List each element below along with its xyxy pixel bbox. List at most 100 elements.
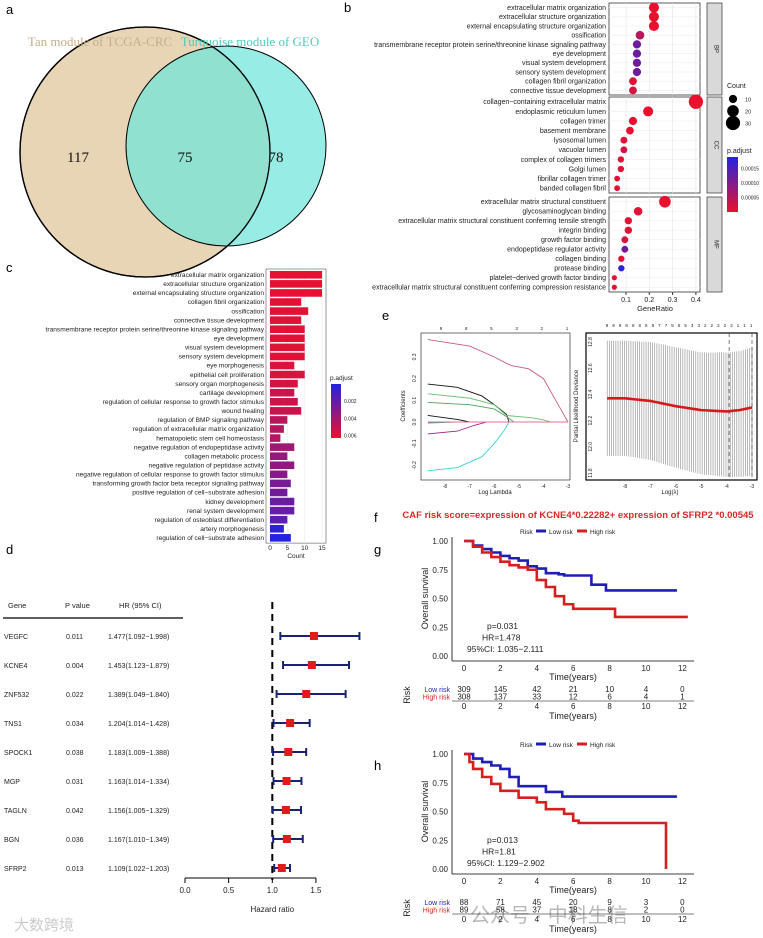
dotplot-point bbox=[632, 58, 642, 67]
risk-table-value: 145 bbox=[494, 685, 508, 694]
facet-strip-mf bbox=[706, 196, 723, 293]
forest-gene: ZNF532 bbox=[4, 692, 29, 699]
coefficient-path bbox=[427, 421, 510, 472]
x-tick-label: -8 bbox=[623, 484, 628, 490]
dotplot-term-label: endopeptidase regulator activity bbox=[507, 247, 606, 254]
bar-category-label: regulation of cellular response to growt… bbox=[103, 399, 265, 406]
y-tick-label: 1.00 bbox=[432, 537, 448, 546]
facet-strip-label: MF bbox=[713, 240, 719, 249]
hr-point bbox=[281, 806, 290, 814]
risk-table-value: 20 bbox=[569, 898, 578, 907]
risk-table-value: 0 bbox=[680, 685, 685, 694]
bar bbox=[270, 271, 323, 279]
y-axis-title: Overall survival bbox=[420, 568, 430, 630]
top-tick-label: 2 bbox=[730, 323, 733, 328]
dotplot-point bbox=[621, 245, 629, 253]
y-tick-label: 0.1 bbox=[412, 397, 418, 404]
facet-strip-label: CC bbox=[713, 141, 719, 150]
bar-category-label: negative regulation of peptidase activit… bbox=[149, 462, 265, 469]
dotplot-point bbox=[629, 86, 637, 95]
venn-circle-geo bbox=[125, 45, 327, 247]
risk-table-x-tick-label: 6 bbox=[571, 702, 576, 711]
risk-table-value: 33 bbox=[532, 693, 541, 702]
bar-category-label: collagen metabolic process bbox=[184, 453, 264, 460]
y-tick-label: 0.00 bbox=[432, 652, 448, 661]
x-axis-title: Log Lambda bbox=[478, 490, 512, 496]
bar bbox=[270, 488, 288, 497]
risk-table-x-axis-title: Time(years) bbox=[549, 711, 597, 721]
x-tick-label: -8 bbox=[443, 484, 448, 490]
dotplot-point bbox=[611, 284, 617, 290]
risk-table-x-tick-label: 0 bbox=[462, 702, 467, 711]
y-tick-label: 12.6 bbox=[588, 363, 594, 373]
dotplot-point bbox=[617, 156, 625, 163]
bar-category-label: negative regulation of cellular response… bbox=[76, 472, 265, 479]
panel-letter-g: g bbox=[374, 542, 381, 557]
legend-title: Risk bbox=[520, 742, 533, 749]
forest-hr-text: 1.453(1.123−1.879) bbox=[108, 663, 169, 670]
bar-category-label: transmembrane receptor protein serine/th… bbox=[46, 326, 265, 333]
km-annotation: p=0.031 bbox=[487, 621, 518, 631]
risk-table-x-tick-label: 4 bbox=[535, 915, 540, 924]
top-tick-label: 9 bbox=[440, 326, 443, 331]
dotplot-point bbox=[620, 146, 628, 154]
color-legend-bar bbox=[727, 157, 738, 212]
x-tick-label: 0 bbox=[268, 545, 272, 552]
dotplot-term-label: ossification bbox=[571, 33, 606, 40]
panel-letter-h: h bbox=[374, 758, 381, 773]
color-legend-label: 0.00015 bbox=[741, 167, 759, 173]
bar bbox=[270, 280, 323, 288]
forest-hr-text: 1.163(1.014−1.334) bbox=[108, 779, 169, 786]
x-axis-title: Count bbox=[287, 553, 305, 560]
dotplot-point bbox=[635, 30, 645, 40]
legend-title: Risk bbox=[520, 529, 533, 536]
forest-gene: KCNE4 bbox=[4, 663, 27, 670]
x-tick-label: 5 bbox=[286, 545, 290, 552]
hr-point bbox=[302, 690, 311, 698]
survival-curve-low bbox=[464, 539, 677, 592]
x-tick-label: 12 bbox=[678, 664, 687, 673]
hr-point bbox=[277, 864, 286, 872]
x-tick-label: 0 bbox=[462, 877, 467, 886]
risk-table-value: 1 bbox=[680, 693, 685, 702]
x-axis-title: Time(years) bbox=[549, 885, 597, 895]
size-legend-label: 30 bbox=[745, 122, 751, 128]
x-tick-label: 0.4 bbox=[691, 297, 701, 304]
risk-table-x-tick-label: 2 bbox=[498, 915, 503, 924]
forest-hr-text: 1.167(1.010−1.349) bbox=[108, 837, 169, 844]
facet-panel-cc bbox=[608, 96, 701, 194]
forest-hr-text: 1.183(1.009−1.388) bbox=[108, 750, 169, 757]
hr-point bbox=[282, 835, 291, 843]
risk-table-x-tick-label: 4 bbox=[535, 702, 540, 711]
dotplot-term-label: glycosaminoglycan binding bbox=[522, 209, 606, 216]
dotplot-point bbox=[648, 11, 659, 22]
top-tick-label: 3 bbox=[515, 326, 518, 331]
bar-category-label: regulation of cell−substrate adhesion bbox=[156, 535, 264, 542]
forest-hr-text: 1.109(1.022−1.203) bbox=[108, 866, 169, 873]
bar-category-label: renal system development bbox=[187, 508, 264, 515]
x-tick-label: 6 bbox=[571, 664, 576, 673]
bar-category-label: regulation of osteoblast differentiation bbox=[155, 517, 265, 524]
dotplot-term-label: collagen−containing extracellular matrix bbox=[483, 99, 606, 106]
forest-pvalue: 0.042 bbox=[66, 808, 84, 815]
y-tick-label: 0.50 bbox=[432, 808, 448, 817]
dotplot-point bbox=[643, 106, 654, 117]
forest-pvalue: 0.022 bbox=[66, 692, 84, 699]
risk-table-value: 89 bbox=[460, 906, 469, 915]
dotplot-term-label: extracellular matrix organization bbox=[507, 5, 606, 12]
top-tick-label: 1 bbox=[750, 323, 753, 328]
risk-table-value: 18 bbox=[569, 906, 578, 915]
legend-label-high: High risk bbox=[590, 529, 616, 536]
bar-category-label: positive regulation of cell−substrate ad… bbox=[132, 490, 264, 497]
x-tick-label: 0 bbox=[462, 664, 467, 673]
y-axis-title: Partial Likelihood Deviance bbox=[574, 369, 580, 442]
dotplot-point bbox=[632, 40, 642, 49]
y-tick-label: 0.0 bbox=[412, 418, 418, 425]
risk-table-x-tick-label: 12 bbox=[678, 915, 687, 924]
dotplot-term-label: sensory system development bbox=[515, 69, 606, 76]
top-tick-label: 1 bbox=[737, 323, 740, 328]
risk-table-x-tick-label: 6 bbox=[571, 915, 576, 924]
risk-table-row-label: High risk bbox=[423, 695, 451, 702]
top-tick-label: 9 bbox=[619, 323, 622, 328]
